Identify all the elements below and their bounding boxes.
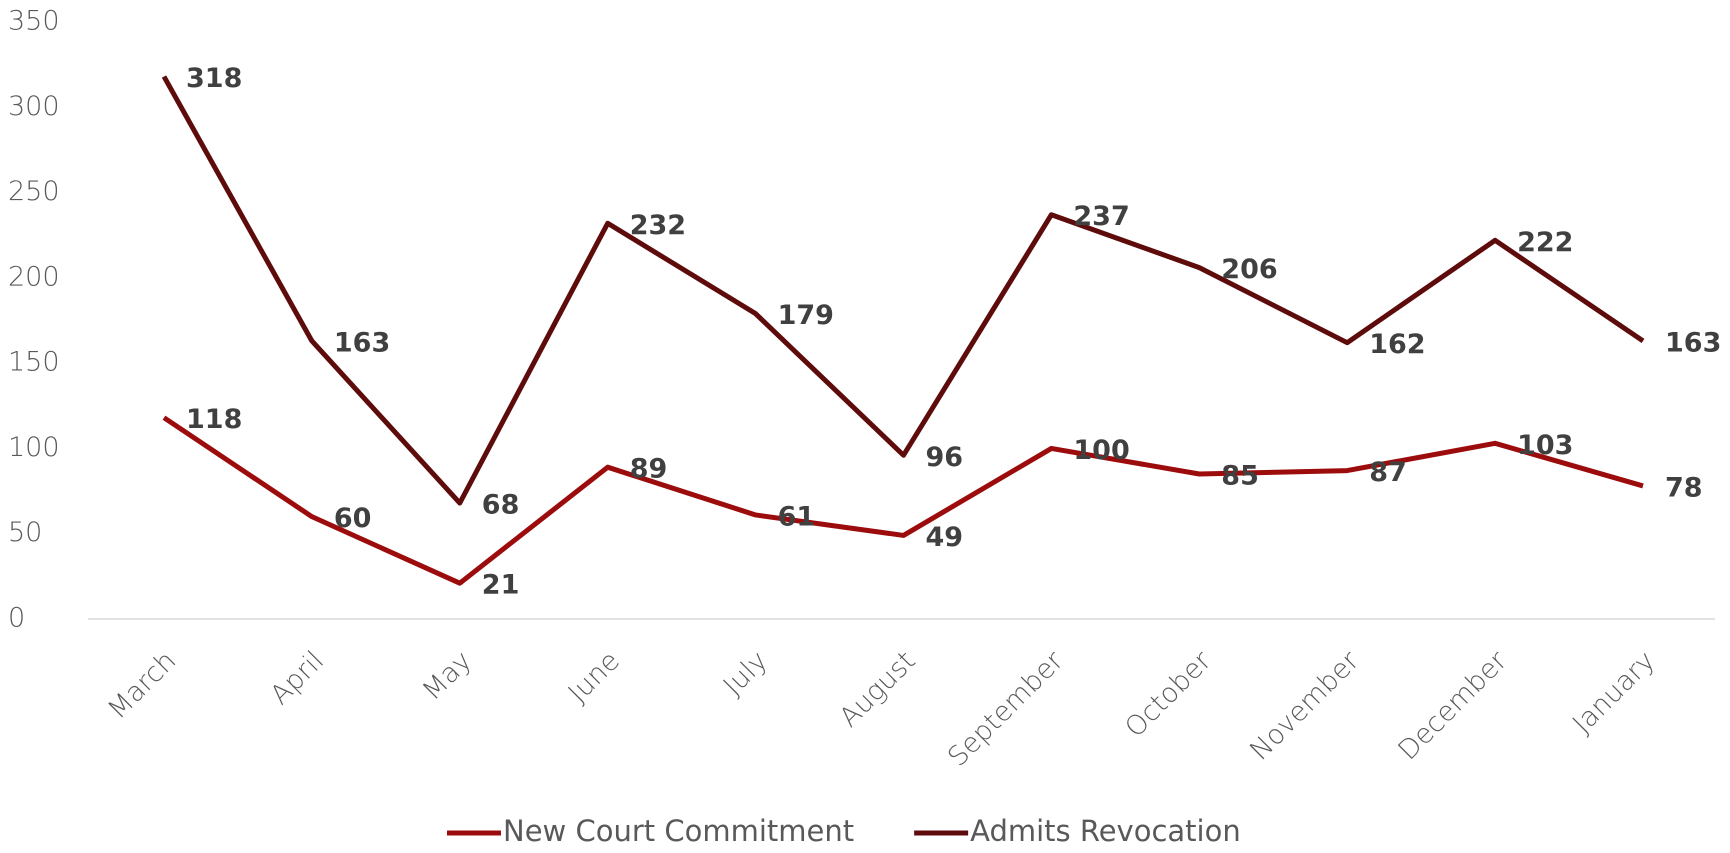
x-tick-label: December — [1392, 645, 1514, 767]
x-tick-label: April — [265, 645, 331, 711]
data-label: 89 — [630, 454, 668, 485]
data-label: 232 — [630, 210, 686, 241]
y-tick-label: 350 — [8, 6, 60, 37]
data-label: 206 — [1221, 254, 1277, 285]
x-tick-label: July — [718, 645, 774, 701]
x-tick-label: January — [1567, 645, 1661, 739]
data-label: 162 — [1369, 329, 1425, 360]
data-label: 163 — [334, 327, 390, 358]
data-label: 96 — [926, 442, 964, 473]
data-label: 222 — [1517, 227, 1573, 258]
series-line — [161, 75, 1645, 506]
x-tick-label: May — [417, 645, 478, 706]
legend-label: Admits Revocation — [970, 814, 1241, 848]
y-tick-label: 250 — [8, 176, 60, 207]
data-label: 163 — [1665, 327, 1721, 358]
y-tick-label: 50 — [8, 517, 42, 548]
x-tick-label: June — [562, 645, 626, 709]
x-tick-label: November — [1244, 645, 1366, 767]
data-label: 85 — [1221, 461, 1259, 492]
x-tick-label: September — [942, 645, 1070, 773]
data-label: 118 — [186, 404, 242, 435]
data-label: 318 — [186, 63, 242, 94]
legend-label: New Court Commitment — [503, 814, 854, 848]
y-tick-label: 100 — [8, 432, 60, 463]
data-label: 61 — [778, 501, 816, 532]
y-tick-label: 300 — [8, 91, 60, 122]
data-label: 87 — [1369, 457, 1407, 488]
data-label: 237 — [1073, 201, 1129, 232]
data-label: 179 — [778, 300, 834, 331]
x-tick-label: March — [102, 645, 182, 725]
x-tick-label: August — [834, 645, 922, 733]
x-tick-label: October — [1119, 645, 1218, 744]
y-tick-label: 150 — [8, 347, 60, 378]
data-label: 60 — [334, 503, 372, 534]
data-label: 103 — [1517, 430, 1573, 461]
data-label: 78 — [1665, 472, 1703, 503]
data-label: 21 — [482, 570, 520, 601]
y-tick-label: 200 — [8, 261, 60, 292]
series-line — [162, 415, 1644, 586]
data-label: 100 — [1073, 435, 1129, 466]
data-label: 68 — [482, 490, 520, 521]
data-label: 49 — [926, 522, 964, 553]
y-tick-label: 0 — [8, 603, 25, 634]
